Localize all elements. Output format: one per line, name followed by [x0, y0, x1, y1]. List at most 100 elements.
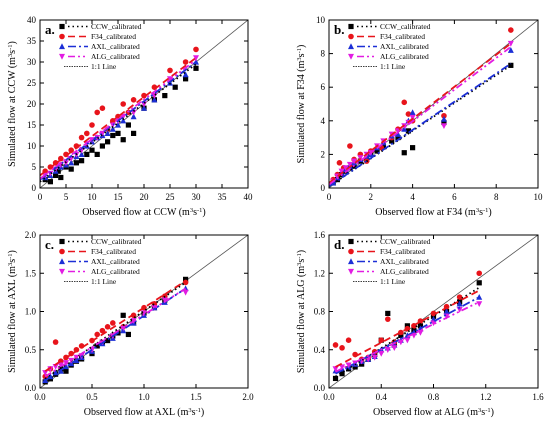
fit-line-CCW_calibrated [44, 281, 187, 380]
data-point [130, 113, 137, 120]
data-point [183, 276, 189, 282]
data-point [508, 62, 514, 68]
data-point [47, 179, 53, 185]
data-point [120, 312, 126, 318]
x-tick-label: 10 [534, 192, 544, 202]
data-point [120, 101, 126, 107]
legend-label: 1:1 Line [91, 62, 117, 71]
data-point [193, 46, 199, 53]
x-axis-label: Observed flow at AXL (m3s-1) [84, 407, 205, 419]
y-tick-label: 0.0 [25, 383, 37, 393]
legend-label: F34_calibrated [91, 247, 136, 256]
data-point [342, 165, 349, 172]
y-tick-label: 25 [27, 78, 37, 88]
data-point [507, 40, 514, 47]
fit-line-CCW_calibrated [40, 63, 197, 183]
data-point [73, 160, 79, 166]
data-point [476, 301, 483, 308]
y-tick-label: 4 [321, 116, 326, 126]
y-tick-label: 20 [27, 99, 37, 109]
x-axis-label: Observed flow at CCW (m3s-1) [82, 207, 206, 219]
data-point [131, 130, 137, 136]
y-tick-label: 1.2 [314, 268, 325, 278]
data-point [104, 130, 111, 136]
y-tick-label: 5 [32, 162, 37, 172]
data-point [441, 119, 447, 126]
y-tick-label: 2 [321, 149, 326, 159]
data-point [109, 126, 116, 132]
legend-label: ALG_calibrated [91, 52, 140, 61]
data-point [78, 134, 85, 141]
data-point [391, 345, 398, 352]
data-point [94, 151, 100, 157]
legend-marker [59, 248, 65, 255]
data-point [404, 323, 410, 329]
data-point [405, 111, 412, 117]
data-point [417, 329, 424, 336]
data-point [430, 320, 437, 327]
x-tick-label: 5 [64, 192, 69, 202]
data-point [332, 342, 339, 348]
data-point [68, 166, 74, 172]
x-tick-label: 6 [452, 192, 457, 202]
fit-line-ALG_calibrated [44, 287, 187, 378]
series-F34_calibrated [42, 46, 199, 174]
x-tick-label: 1.6 [532, 392, 544, 402]
plot-frame [39, 19, 249, 189]
legend-marker [59, 268, 65, 275]
panel-label: b. [334, 22, 344, 37]
fit-line-F34_calibrated [329, 42, 512, 184]
data-point [68, 159, 75, 166]
data-point [476, 270, 483, 277]
data-point [89, 147, 95, 153]
data-point [68, 147, 74, 153]
data-point [384, 316, 391, 322]
data-point [84, 151, 90, 157]
data-point [84, 130, 90, 137]
legend-label: F34_calibrated [380, 247, 425, 256]
x-tick-label: 8 [494, 192, 499, 202]
data-point [385, 310, 391, 317]
y-tick-label: 0.4 [314, 345, 326, 355]
legend-marker [59, 238, 65, 245]
legend-label: ALG_calibrated [380, 267, 429, 276]
data-point [99, 143, 105, 149]
legend-marker [348, 53, 354, 60]
panel-c: 0.0 0.5 1.0 1.5 2.0 0.0 0.5 1.0 1.5 2.0 c. CCW_cali… [7, 230, 255, 418]
data-point [401, 99, 408, 106]
plot-frame [328, 19, 539, 189]
x-tick-label: 1.5 [190, 392, 202, 402]
data-point [371, 354, 378, 361]
data-point [508, 27, 514, 33]
legend-marker [348, 248, 354, 255]
data-point [405, 128, 412, 134]
data-point [79, 158, 85, 164]
data-point [182, 71, 189, 78]
panel-d: 0.0 0.4 0.8 1.2 1.6 0.0 0.4 0.8 1.2 1.6 d. CCW_cali… [296, 230, 545, 418]
y-tick-label: 2.0 [25, 230, 37, 240]
fit-line-AXL_calibrated [44, 287, 187, 382]
data-point [410, 145, 416, 151]
data-point [172, 84, 178, 90]
panel-label: d. [334, 237, 344, 252]
data-point [345, 337, 352, 343]
x-tick-label: 20 [140, 192, 150, 202]
data-point [78, 151, 85, 157]
x-tick-label: 0.0 [34, 392, 46, 402]
data-point [357, 155, 364, 161]
data-point [507, 47, 514, 53]
legend-marker [348, 23, 354, 30]
y-tick-label: 35 [27, 36, 37, 46]
legend-marker [59, 23, 65, 30]
data-point [182, 59, 189, 65]
x-tick-label: 1.2 [480, 392, 491, 402]
x-tick-label: 0 [327, 192, 332, 202]
data-point [53, 172, 59, 178]
data-point [151, 96, 158, 103]
y-tick-label: 1.0 [25, 307, 37, 317]
x-tick-label: 40 [244, 192, 254, 202]
legend-label: AXL_calibrated [380, 257, 429, 266]
data-point [339, 371, 345, 377]
y-axis-label: Simulated flow at F34 (m3s-1) [296, 45, 308, 164]
